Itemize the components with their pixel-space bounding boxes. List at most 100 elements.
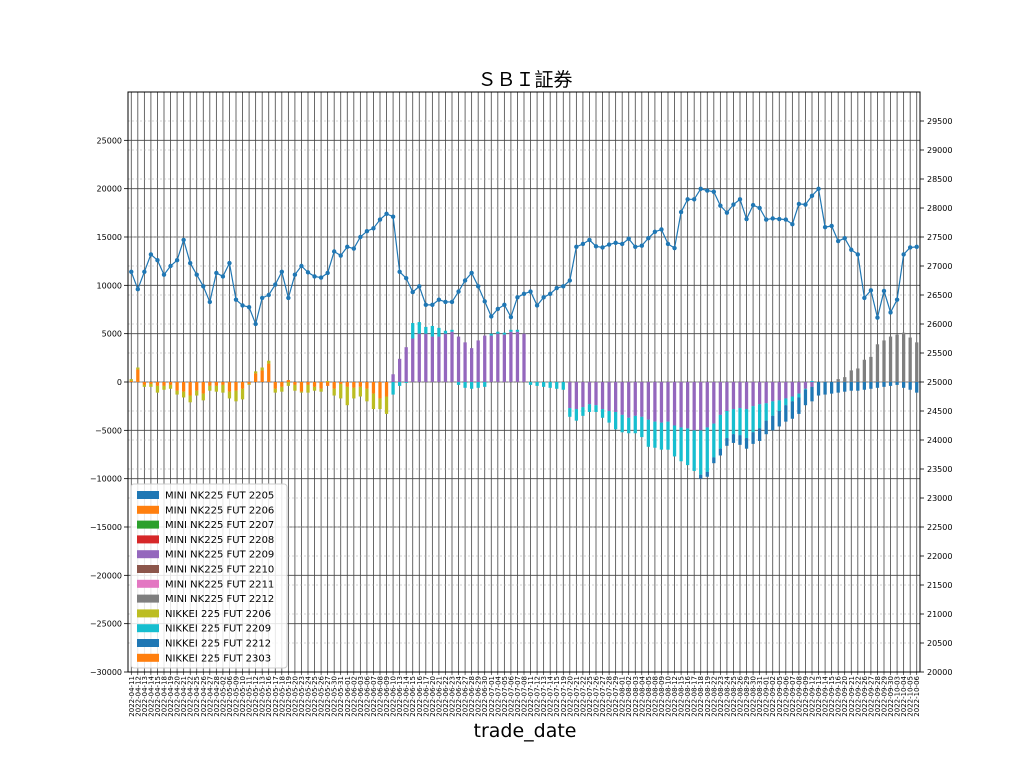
bar-mini-nk225-fut-2209 bbox=[672, 382, 677, 426]
x-tick-label: 2022-09-22 bbox=[854, 676, 862, 717]
bar-nikkei-225-fut-2206 bbox=[378, 398, 382, 410]
bar-mini-nk225-fut-2212 bbox=[895, 334, 899, 382]
bar-nikkei-225-fut-2209 bbox=[646, 419, 650, 447]
x-tick-label: 2022-08-29 bbox=[743, 676, 751, 717]
bar-nikkei-225-fut-2209 bbox=[692, 430, 696, 471]
line-point bbox=[259, 295, 265, 301]
x-tick-label: 2022-06-08 bbox=[377, 676, 385, 717]
bar-nikkei-225-fut-2206 bbox=[358, 386, 362, 397]
bar-nikkei-225-fut-2212 bbox=[738, 435, 742, 445]
bar-nikkei-225-fut-2212 bbox=[731, 434, 736, 443]
line-point bbox=[168, 263, 173, 269]
bar-mini-nk225-fut-2209 bbox=[430, 336, 434, 382]
y2-tick-label: 25500 bbox=[927, 349, 952, 358]
bar-nikkei-225-fut-2206 bbox=[280, 386, 284, 392]
bar-nikkei-225-fut-2212 bbox=[836, 382, 840, 393]
bar-nikkei-225-fut-2209 bbox=[607, 411, 611, 423]
x-tick-label: 2022-06-28 bbox=[468, 676, 476, 717]
y-tick-label: 20000 bbox=[97, 185, 122, 194]
bar-mini-nk225-fut-2206 bbox=[227, 382, 232, 392]
bar-nikkei-225-fut-2206 bbox=[155, 385, 160, 393]
bar-mini-nk225-fut-2206 bbox=[221, 382, 225, 385]
line-point bbox=[737, 197, 743, 202]
bar-nikkei-225-fut-2209 bbox=[470, 382, 474, 389]
x-tick-label: 2022-04-20 bbox=[174, 676, 182, 717]
bar-mini-nk225-fut-2209 bbox=[738, 382, 742, 409]
line-point bbox=[397, 269, 402, 274]
bar-mini-nk225-fut-2206 bbox=[254, 373, 258, 382]
bar-nikkei-225-fut-2212 bbox=[843, 382, 847, 392]
x-tick-label: 2022-05-24 bbox=[305, 675, 313, 716]
y2-tick-label: 23500 bbox=[927, 465, 952, 474]
x-tick-label: 2022-04-12 bbox=[134, 676, 142, 717]
x-tick-label: 2022-08-12 bbox=[671, 676, 679, 717]
bar-nikkei-225-fut-2212 bbox=[777, 411, 781, 427]
x-tick-label: 2022-05-17 bbox=[272, 676, 280, 717]
x-tick-label: 2022-04-15 bbox=[154, 676, 162, 717]
bar-mini-nk225-fut-2212 bbox=[908, 337, 912, 382]
x-tick-label: 2022-04-25 bbox=[193, 676, 201, 717]
line-point bbox=[587, 237, 592, 243]
line-point bbox=[757, 205, 762, 211]
bar-mini-nk225-fut-2206 bbox=[378, 382, 382, 399]
legend-swatch bbox=[137, 594, 159, 603]
bar-mini-nk225-fut-2209 bbox=[640, 382, 644, 417]
bar-nikkei-225-fut-2206 bbox=[142, 384, 146, 387]
bar-mini-nk225-fut-2206 bbox=[345, 382, 349, 387]
bar-mini-nk225-fut-2209 bbox=[496, 333, 500, 382]
x-tick-label: 2022-09-29 bbox=[881, 676, 889, 717]
x-tick-label: 2022-07-14 bbox=[547, 675, 555, 716]
x-tick-label: 2022-06-15 bbox=[409, 676, 417, 717]
y2-tick-label: 28000 bbox=[927, 204, 952, 213]
bar-nikkei-225-fut-2206 bbox=[214, 385, 218, 392]
line-point bbox=[129, 269, 134, 274]
x-tick-label: 2022-08-19 bbox=[704, 676, 712, 717]
bar-mini-nk225-fut-2209 bbox=[594, 382, 598, 406]
x-tick-label: 2022-05-02 bbox=[219, 676, 227, 717]
bar-nikkei-225-fut-2209 bbox=[594, 405, 598, 412]
bar-nikkei-225-fut-2209 bbox=[502, 332, 506, 335]
y2-tick-label: 23000 bbox=[927, 494, 952, 503]
line-point bbox=[750, 202, 756, 208]
bar-mini-nk225-fut-2209 bbox=[437, 336, 441, 382]
line-point bbox=[646, 235, 651, 241]
bar-nikkei-225-fut-2212 bbox=[797, 397, 801, 414]
x-tick-label: 2022-06-22 bbox=[442, 676, 450, 717]
x-tick-label: 2022-09-02 bbox=[769, 676, 777, 717]
bar-nikkei-225-fut-2206 bbox=[273, 388, 277, 393]
line-point bbox=[377, 217, 383, 222]
bar-nikkei-225-fut-2212 bbox=[751, 432, 755, 444]
bar-nikkei-225-fut-2206 bbox=[339, 383, 343, 399]
x-tick-label: 2022-07-06 bbox=[507, 675, 515, 716]
x-tick-label: 2022-10-03 bbox=[894, 676, 902, 717]
x-tick-label: 2022-05-09 bbox=[233, 676, 241, 717]
bar-mini-nk225-fut-2209 bbox=[810, 382, 814, 387]
bar-mini-nk225-fut-2209 bbox=[417, 333, 421, 382]
y-tick-label: −20000 bbox=[90, 571, 122, 580]
bar-mini-nk225-fut-2206 bbox=[332, 382, 336, 389]
line-point bbox=[161, 272, 167, 277]
bar-nikkei-225-fut-2206 bbox=[227, 391, 232, 399]
x-tick-label: 2022-09-27 bbox=[867, 676, 875, 717]
line-point bbox=[233, 297, 239, 302]
bar-nikkei-225-fut-2209 bbox=[581, 407, 585, 416]
x-tick-label: 2022-05-31 bbox=[337, 676, 345, 717]
line-point bbox=[731, 202, 736, 207]
bar-mini-nk225-fut-2206 bbox=[195, 382, 199, 391]
bar-mini-nk225-fut-2209 bbox=[705, 382, 709, 428]
line-point bbox=[135, 287, 141, 292]
bar-nikkei-225-fut-2209 bbox=[515, 329, 520, 332]
bar-nikkei-225-fut-2209 bbox=[398, 382, 402, 386]
x-tick-label: 2022-10-04 bbox=[900, 675, 908, 716]
line-point bbox=[796, 201, 802, 207]
line-point bbox=[914, 244, 919, 250]
line-point bbox=[351, 246, 357, 251]
bar-nikkei-225-fut-2209 bbox=[555, 382, 559, 389]
line-point bbox=[312, 274, 317, 279]
bar-mini-nk225-fut-2209 bbox=[522, 333, 526, 382]
bar-mini-nk225-fut-2209 bbox=[666, 382, 670, 422]
bar-nikkei-225-fut-2212 bbox=[744, 438, 749, 449]
bar-mini-nk225-fut-2206 bbox=[365, 382, 369, 389]
bar-mini-nk225-fut-2212 bbox=[902, 332, 906, 382]
bar-mini-nk225-fut-2206 bbox=[352, 382, 356, 388]
